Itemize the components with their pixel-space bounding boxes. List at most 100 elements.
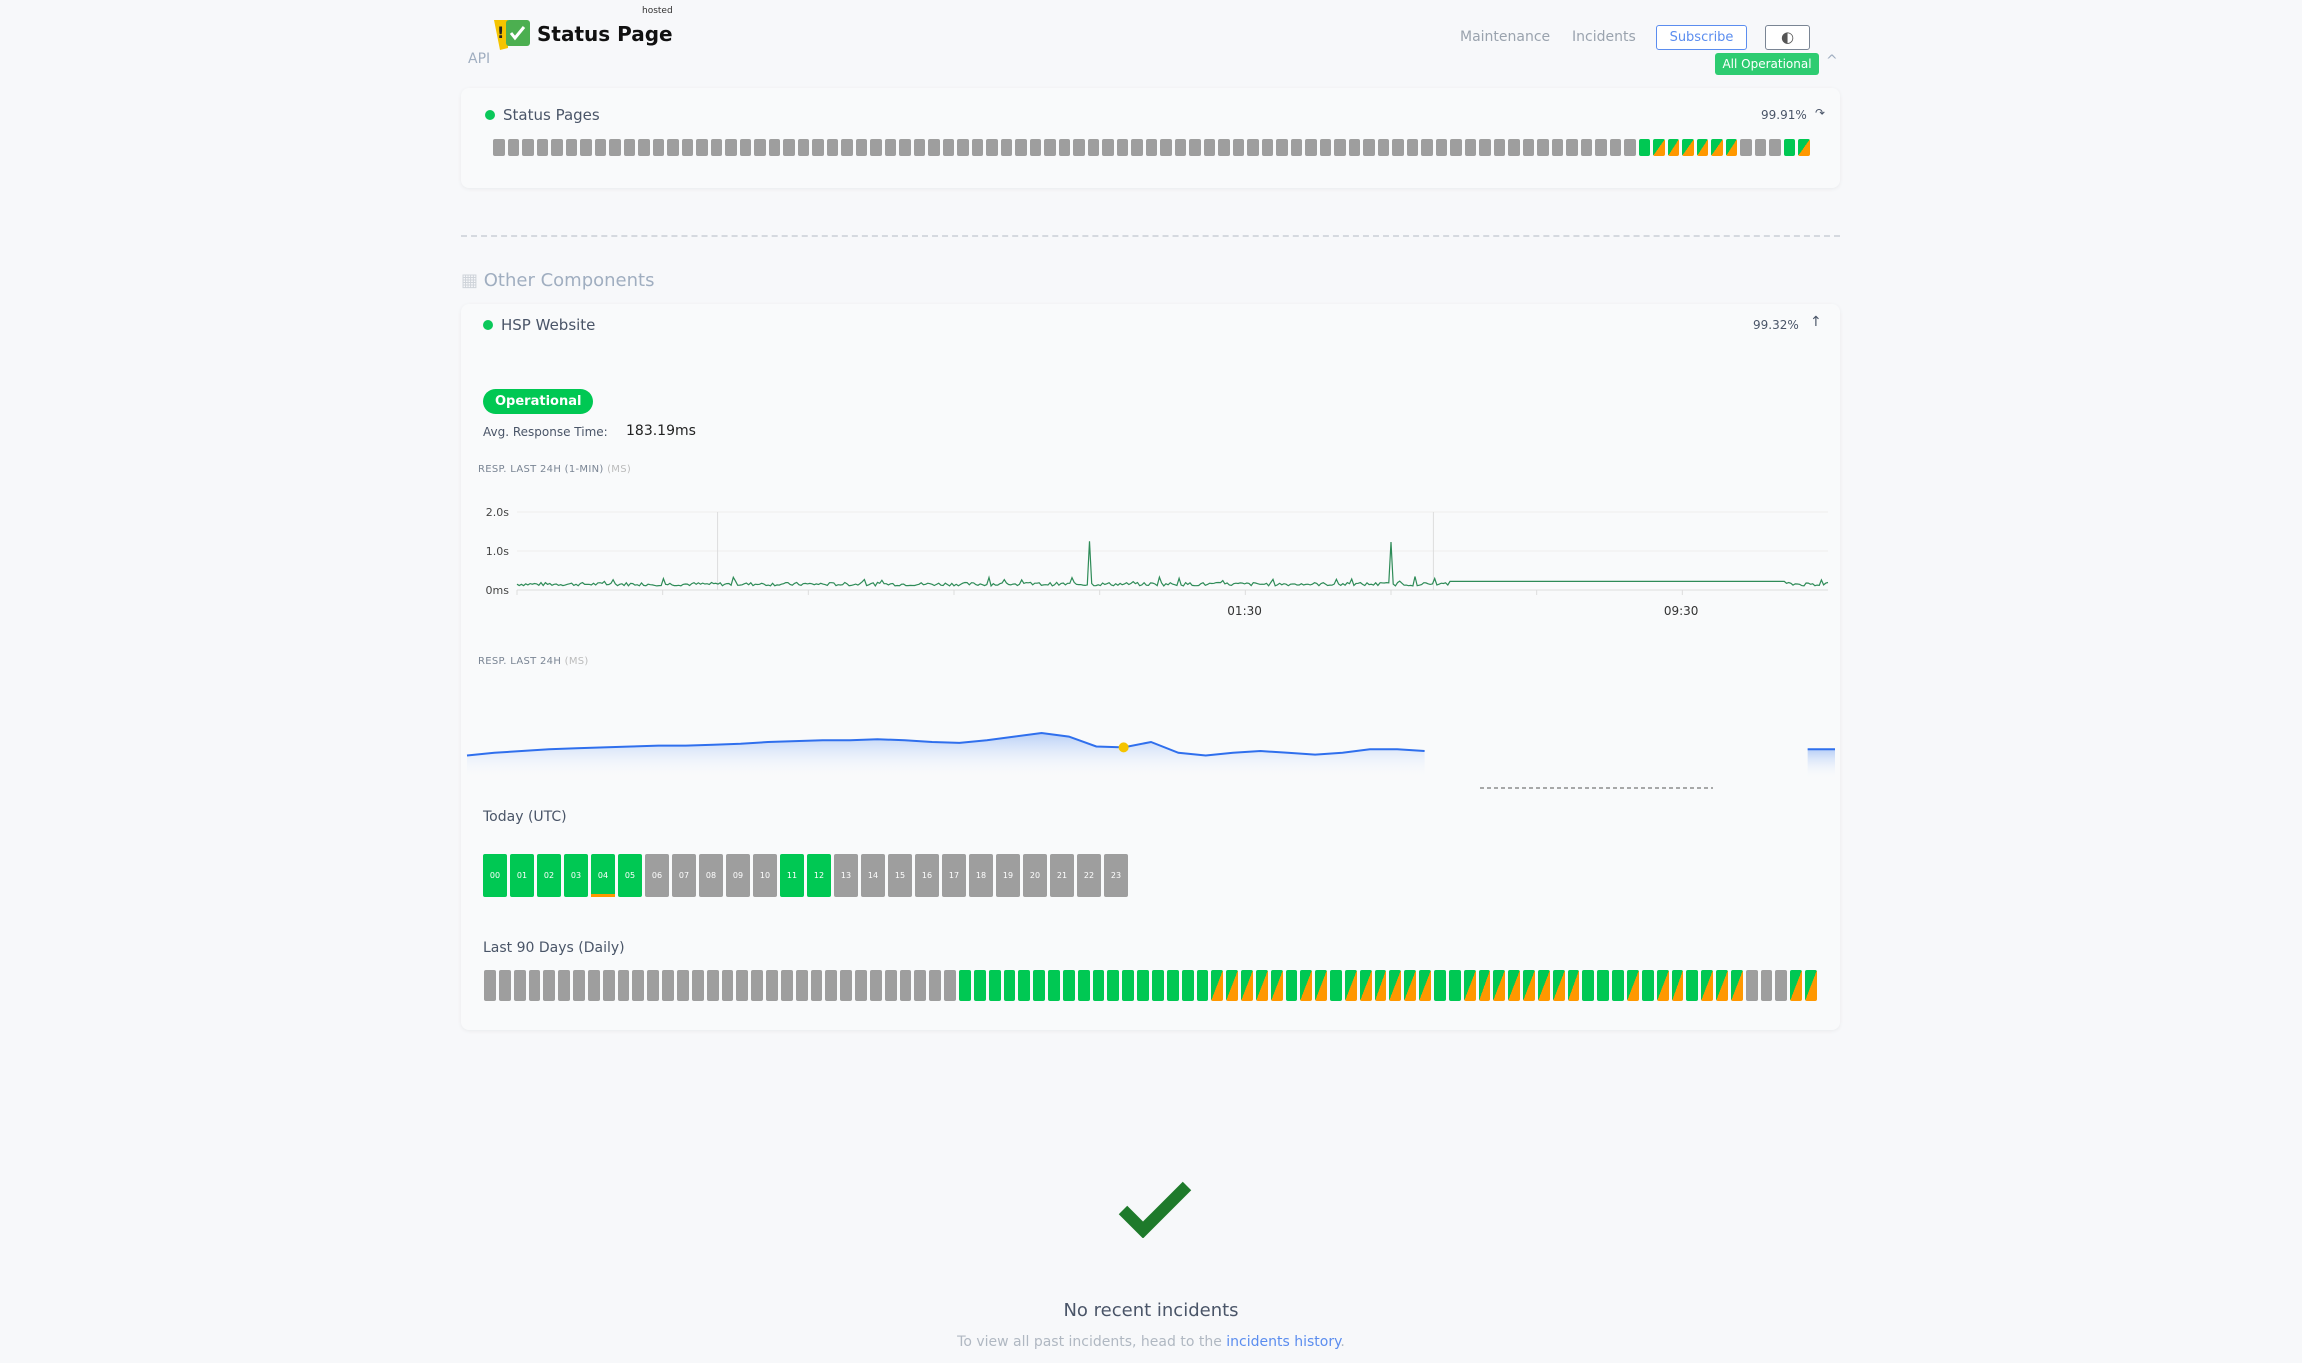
day-bar[interactable] — [1730, 970, 1743, 1001]
incidents-history-link[interactable]: incidents history — [1226, 1334, 1341, 1350]
day-bar[interactable] — [1044, 139, 1056, 156]
collapse-chevron-icon[interactable]: ^ — [1826, 53, 1838, 69]
day-bar[interactable] — [1656, 970, 1669, 1001]
day-bar[interactable] — [696, 139, 708, 156]
day-bar[interactable] — [1775, 970, 1788, 1001]
day-bar[interactable] — [1131, 139, 1143, 156]
day-bar[interactable] — [1582, 970, 1595, 1001]
day-bar[interactable] — [870, 139, 882, 156]
nav-incidents[interactable]: Incidents — [1572, 29, 1636, 45]
day-bar[interactable] — [1018, 970, 1031, 1001]
hour-bar[interactable]: 17 — [942, 854, 966, 897]
hour-bar[interactable]: 11 — [780, 854, 804, 897]
day-bar[interactable] — [780, 970, 793, 1001]
day-bar[interactable] — [1151, 970, 1164, 1001]
hour-bar[interactable]: 08 — [699, 854, 723, 897]
day-bar[interactable] — [1290, 139, 1302, 156]
day-bar[interactable] — [1232, 139, 1244, 156]
day-bar[interactable] — [536, 139, 548, 156]
day-bar[interactable] — [1434, 970, 1446, 1001]
day-bar[interactable] — [1667, 139, 1679, 156]
day-bar[interactable] — [1348, 139, 1360, 156]
day-bar[interactable] — [1450, 139, 1462, 156]
day-bar[interactable] — [1092, 970, 1105, 1001]
day-bar[interactable] — [899, 970, 912, 1001]
hour-bar[interactable]: 16 — [915, 854, 939, 897]
day-bar[interactable] — [1389, 970, 1402, 1001]
day-bar[interactable] — [1508, 970, 1521, 1001]
subscribe-button[interactable]: Subscribe — [1656, 25, 1747, 50]
hour-bar[interactable]: 14 — [861, 854, 885, 897]
day-bar[interactable] — [594, 139, 606, 156]
day-bar[interactable] — [1805, 970, 1817, 1001]
day-bar[interactable] — [1783, 139, 1795, 156]
day-bar[interactable] — [1218, 139, 1230, 156]
day-bar[interactable] — [1226, 970, 1239, 1001]
day-bar[interactable] — [1285, 970, 1298, 1001]
day-bar[interactable] — [913, 139, 925, 156]
day-bar[interactable] — [1595, 139, 1607, 156]
day-bar[interactable] — [507, 139, 519, 156]
day-bar[interactable] — [1686, 970, 1699, 1001]
day-bar[interactable] — [551, 139, 563, 156]
day-bar[interactable] — [1073, 139, 1085, 156]
day-bar[interactable] — [1725, 139, 1737, 156]
day-bar[interactable] — [1203, 139, 1215, 156]
day-bar[interactable] — [812, 139, 824, 156]
day-bar[interactable] — [766, 970, 778, 1001]
day-bar[interactable] — [623, 139, 635, 156]
day-bar[interactable] — [721, 970, 734, 1001]
day-bar[interactable] — [1682, 139, 1694, 156]
day-bar[interactable] — [1189, 139, 1201, 156]
day-bar[interactable] — [638, 139, 650, 156]
day-bar[interactable] — [1255, 970, 1268, 1001]
day-bar[interactable] — [1087, 139, 1099, 156]
day-bar[interactable] — [580, 139, 592, 156]
day-bar[interactable] — [929, 970, 942, 1001]
day-bar[interactable] — [944, 970, 956, 1001]
day-bar[interactable] — [1181, 970, 1194, 1001]
day-bar[interactable] — [736, 970, 749, 1001]
day-bar[interactable] — [973, 970, 986, 1001]
day-bar[interactable] — [513, 970, 526, 1001]
hour-bar[interactable]: 06 — [645, 854, 669, 897]
day-bar[interactable] — [1701, 970, 1714, 1001]
day-bar[interactable] — [609, 139, 621, 156]
nav-maintenance[interactable]: Maintenance — [1460, 29, 1551, 45]
day-bar[interactable] — [681, 139, 693, 156]
day-bar[interactable] — [914, 970, 927, 1001]
day-bar[interactable] — [1522, 139, 1534, 156]
day-bar[interactable] — [1160, 139, 1172, 156]
day-bar[interactable] — [1696, 139, 1708, 156]
day-bar[interactable] — [1374, 970, 1387, 1001]
day-bar[interactable] — [1211, 970, 1224, 1001]
day-bar[interactable] — [1377, 139, 1389, 156]
day-bar[interactable] — [884, 139, 896, 156]
day-bar[interactable] — [1003, 970, 1016, 1001]
day-bar[interactable] — [710, 139, 722, 156]
day-bar[interactable] — [1478, 970, 1491, 1001]
hour-bar[interactable]: 20 — [1023, 854, 1047, 897]
day-bar[interactable] — [1102, 139, 1114, 156]
day-bar[interactable] — [1305, 139, 1317, 156]
day-bar[interactable] — [1058, 139, 1070, 156]
day-bar[interactable] — [1319, 139, 1331, 156]
brand-title[interactable]: Status Page — [537, 22, 673, 46]
hour-bar[interactable]: 03 — [564, 854, 588, 897]
day-bar[interactable] — [1406, 139, 1418, 156]
collapse-arrow-icon[interactable]: ↑ — [1810, 314, 1822, 330]
day-bar[interactable] — [957, 139, 969, 156]
day-bar[interactable] — [1276, 139, 1288, 156]
day-bar[interactable] — [1769, 139, 1781, 156]
day-bar[interactable] — [959, 970, 971, 1001]
day-bar[interactable] — [1653, 139, 1665, 156]
hour-bar[interactable]: 10 — [753, 854, 777, 897]
day-bar[interactable] — [725, 139, 737, 156]
hour-bar[interactable]: 01 — [510, 854, 534, 897]
day-bar[interactable] — [1448, 970, 1461, 1001]
day-bar[interactable] — [484, 970, 496, 1001]
day-bar[interactable] — [1798, 139, 1810, 156]
hour-bar[interactable]: 05 — [618, 854, 642, 897]
day-bar[interactable] — [1597, 970, 1610, 1001]
day-bar[interactable] — [855, 139, 867, 156]
